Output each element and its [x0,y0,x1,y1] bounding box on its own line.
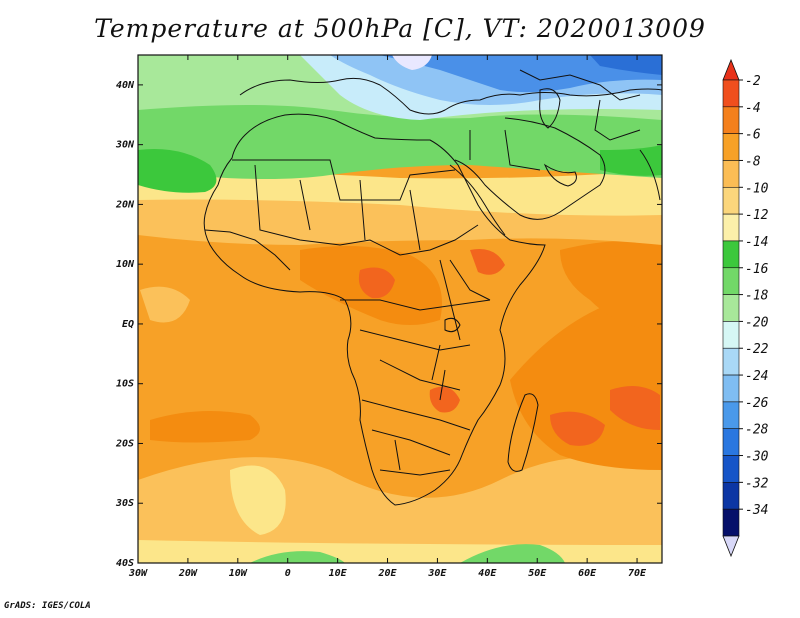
colorbar-label: -10 [745,181,769,196]
border-3 [299,179,421,251]
border-1 [232,159,456,201]
colorbar-segment [722,186,740,215]
colorbar-segment [722,160,740,188]
lon-label: 70E [628,568,647,579]
colorbar-bottom-arrow [722,535,740,558]
colorbar-segment [722,267,740,295]
colorbar-label: -18 [745,289,769,304]
map-frame [137,54,663,564]
border-10 [469,129,541,171]
lat-label: 10S [116,379,134,390]
colorbar-segment [722,428,740,456]
border-7 [379,439,451,476]
colorbar-label: -6 [745,128,761,143]
colorbar-segment [722,455,740,483]
latitude-labels: 40N 30N 20N 10N EQ 10S 20S 30S 40S [115,80,135,569]
border-9 [204,229,291,271]
border-5 [359,329,471,391]
colorbar-segment [722,240,740,269]
colorbar-label: -2 [745,74,761,89]
colorbar-label: -8 [745,154,761,169]
lon-label: 20W [178,568,198,579]
india-coast [639,149,661,201]
colorbar-label: -34 [745,503,768,518]
axis-ticks [137,55,662,564]
colorbar-segment [722,321,740,349]
colorbar-label: -20 [745,315,769,330]
colorbar-segment [722,482,740,510]
colorbar [722,58,740,558]
lat-label: 10N [116,259,135,270]
border-11 [519,69,641,101]
colorbar-top-arrow [722,58,740,81]
lake-victoria [444,317,461,333]
colorbar-label: -24 [745,369,768,384]
lon-label: 0 [285,568,291,579]
lat-label: EQ [122,319,134,330]
temperature-field [138,55,662,563]
map-title: Temperature at 500hPa [C], VT: 202001300… [94,14,706,43]
colorbar-segment [722,508,740,537]
colorbar-label: -14 [745,235,768,250]
colorbar-label: -32 [745,476,769,491]
colorbar-label: -22 [745,342,769,357]
colorbar-label: -28 [745,423,769,438]
europe-coast [239,77,662,115]
border-4 [340,299,491,311]
persian-gulf [543,163,577,187]
red-sea [449,164,506,236]
lon-label: 10W [229,568,248,579]
lat-label: 40N [116,80,135,91]
arabia-coast [454,117,606,220]
colorbar-segment [722,374,740,403]
lat-label: 20N [115,199,135,210]
colorbar-label: -30 [745,450,769,465]
coastlines-and-borders [203,69,662,506]
colorbar-label: -12 [745,208,769,223]
colorbar-segment [722,347,740,376]
longitude-labels: 30W 20W 10W 0 10E 20E 30E 40E 50E 60E 70E [128,568,647,579]
colorbar-segment [722,213,740,242]
border-8 [439,259,491,341]
lon-label: 40E [478,568,497,579]
colorbar-label: -16 [745,262,769,277]
lat-label: 20S [115,438,134,449]
colorbar-segment [722,294,740,322]
lon-label: 10E [329,568,348,579]
africa-coastline [203,113,546,506]
lon-label: 20E [377,568,397,579]
caspian-outline [539,88,561,129]
lon-label: 50E [528,568,547,579]
lat-label: 40S [116,558,134,569]
lon-label: 60E [578,568,597,579]
border-2 [254,164,479,256]
border-12 [594,99,641,141]
colorbar-label: -26 [745,396,769,411]
colorbar-segment [722,79,740,108]
lat-label: 30N [115,140,135,151]
lon-label: 30E [427,568,447,579]
colorbar-segment [722,133,740,161]
lon-label: 30W [128,568,148,579]
border-6 [361,399,471,456]
lat-label: 30S [115,498,134,509]
colorbar-segment [722,106,740,134]
great-lakes [431,344,446,401]
colorbar-segment [722,401,740,430]
colorbar-labels: -2 -4 -6 -8 -10 -12 -14 -16 -18 -20 -22 -24 -26 -28 -3… [739,74,769,518]
madagascar [507,393,539,472]
credit-text: GrADS: IGES/COLA [4,601,91,611]
colorbar-label: -4 [745,101,761,116]
